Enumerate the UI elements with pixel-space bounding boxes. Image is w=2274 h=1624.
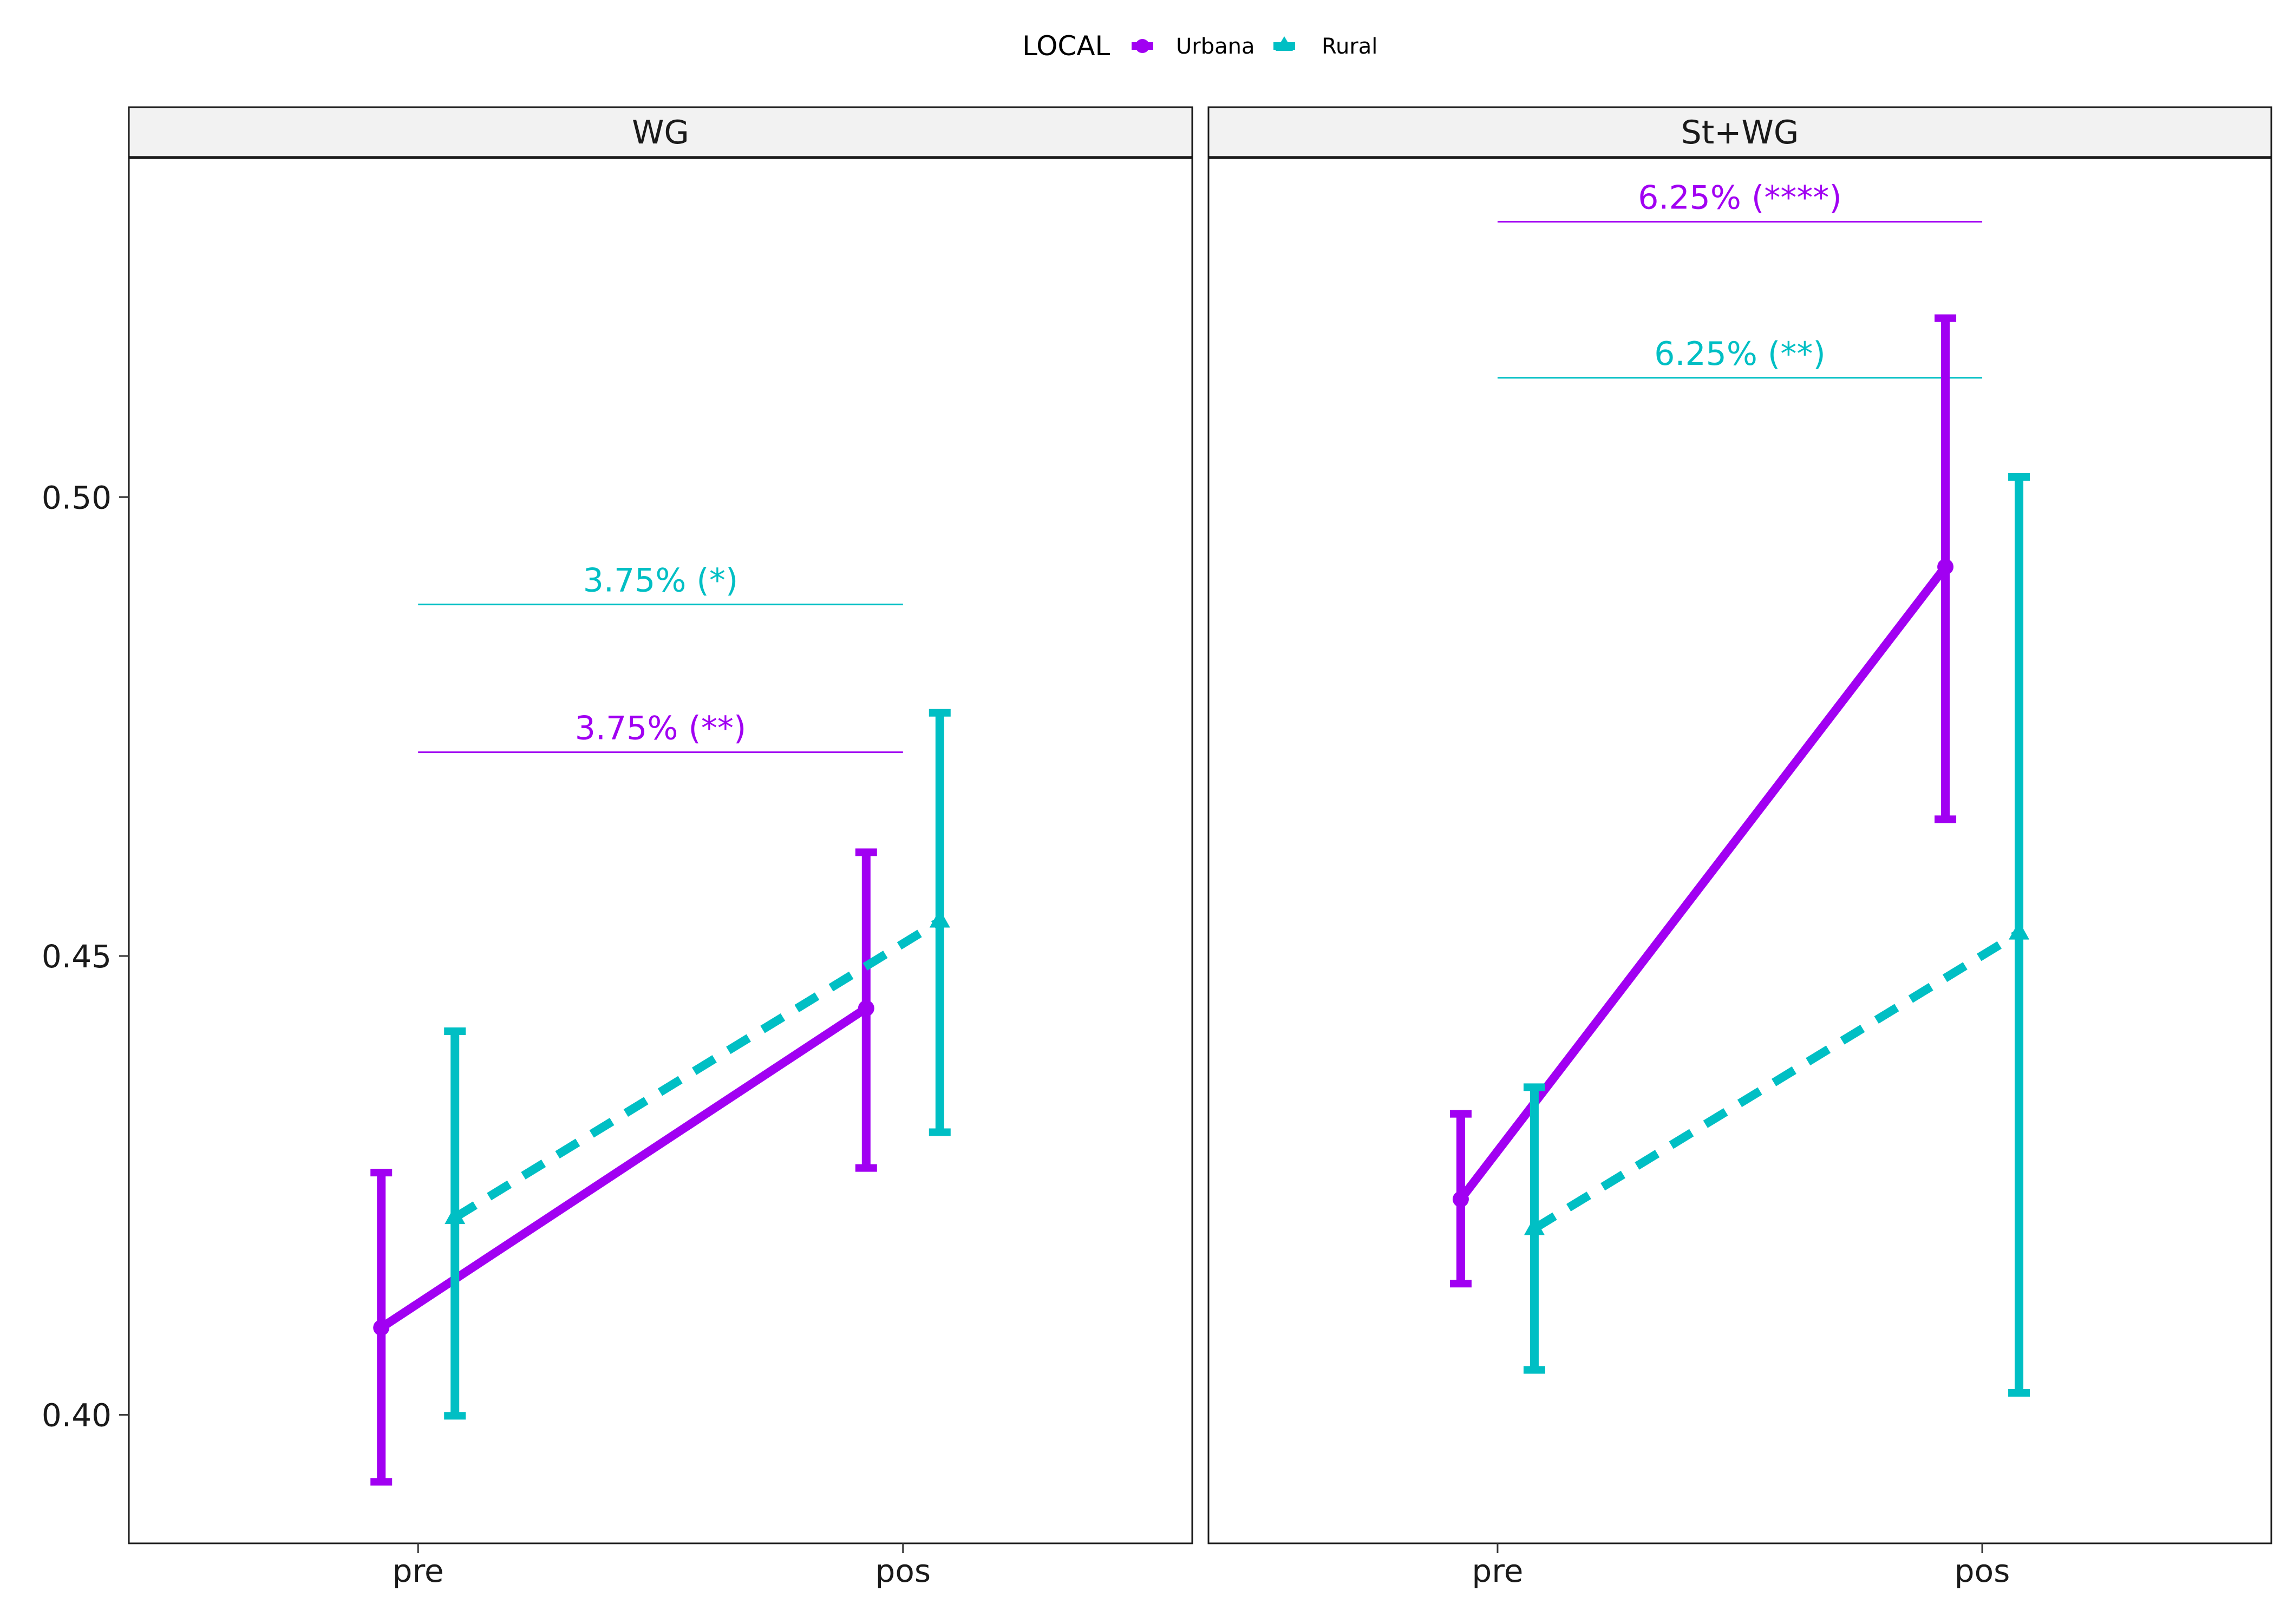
legend: LOCAL Urbana Rural — [1022, 30, 1377, 62]
panel-wg-urbana-series — [370, 848, 877, 1486]
panel-st-wg-strip — [1207, 106, 2272, 159]
panel-st-wg-x-tick-label-pre: pre — [1472, 1553, 1523, 1589]
panel-st-wg-plot-area — [1207, 156, 2272, 1544]
panel-st-wg-rural-point-pre — [1524, 1216, 1545, 1235]
y-tick-label-0.45: 0.45 — [42, 938, 112, 975]
panel-st-wg-strip-label: St+WG — [1681, 114, 1799, 152]
panel-wg-rural-point-pos — [929, 909, 950, 928]
panel-wg-annotation-label-urbana: 3.75% (**) — [575, 710, 747, 748]
panel-wg-rural-line — [453, 917, 942, 1221]
legend-label-urbana: Urbana — [1176, 34, 1255, 59]
panel-st-wg-rural-line — [1532, 929, 2022, 1233]
panel-st-wg-urbana-point-pre — [1452, 1191, 1469, 1208]
panel-st-wg-urbana-line — [1457, 564, 1949, 1202]
panel-st-wg: St+WG pre pos 6.25% (****) 6.25% (**) — [1207, 106, 2272, 1589]
panels: WG pre pos 3.75% (*) 3.75% (**) St+WG pre pos 6.… — [128, 106, 2272, 1589]
panel-st-wg-rural-point-pos — [2009, 921, 2030, 940]
panel-wg-rural-series — [444, 709, 951, 1420]
legend-key-urbana — [1132, 39, 1153, 53]
panel-wg-urbana-point-pos — [858, 1000, 874, 1017]
legend-label-rural: Rural — [1322, 34, 1377, 59]
panel-st-wg-annotation-label-rural: 6.25% (**) — [1654, 335, 1826, 373]
panel-st-wg-annotation-label-urbana: 6.25% (****) — [1638, 179, 1842, 217]
panel-st-wg-urbana-series — [1449, 314, 1957, 1288]
legend-title: LOCAL — [1022, 30, 1110, 62]
panel-wg-urbana-point-pre — [373, 1319, 390, 1336]
panel-wg-rural-point-pre — [445, 1206, 466, 1224]
panel-wg-x-tick-label-pos: pos — [875, 1553, 931, 1589]
panel-wg-x-tick-label-pre: pre — [393, 1553, 444, 1589]
legend-key-urbana-marker — [1135, 39, 1149, 53]
panel-wg-annotation-label-rural: 3.75% (*) — [583, 562, 739, 600]
panel-st-wg-x-tick-label-pos: pos — [1955, 1553, 2010, 1589]
panel-wg-strip-label: WG — [632, 114, 689, 152]
y-tick-label-0.40: 0.40 — [42, 1397, 112, 1434]
y-axis: 0.40 0.45 0.50 — [42, 479, 129, 1434]
panel-wg-urbana-line — [378, 1004, 869, 1332]
legend-key-rural — [1273, 36, 1295, 51]
panel-st-wg-rural-series — [1523, 473, 2030, 1397]
panel-st-wg-urbana-point-pos — [1937, 559, 1954, 575]
panel-wg-plot-area — [128, 156, 1193, 1544]
panel-wg: WG pre pos 3.75% (*) 3.75% (**) — [128, 106, 1193, 1589]
y-tick-label-0.50: 0.50 — [42, 479, 112, 516]
legend-key-rural-marker — [1276, 36, 1293, 51]
panel-wg-strip — [128, 106, 1193, 159]
